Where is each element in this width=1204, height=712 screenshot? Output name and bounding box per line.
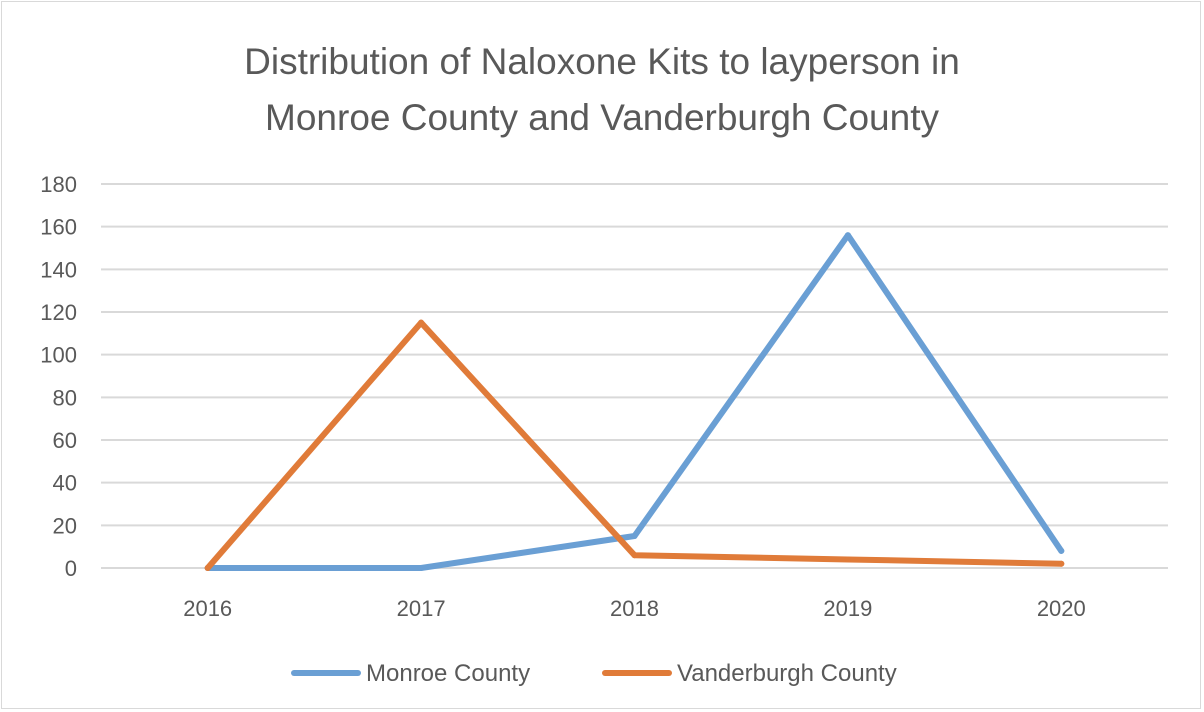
legend: Monroe County Vanderburgh County (291, 660, 897, 687)
x-tick-label: 2016 (183, 596, 232, 621)
series-lines (204, 232, 1065, 571)
legend-label: Vanderburgh County (677, 660, 897, 687)
data-point (631, 552, 638, 559)
y-tick-label: 40 (53, 471, 77, 496)
y-tick-label: 120 (40, 300, 77, 325)
x-axis-ticks: 2016 2017 2018 2019 2020 (183, 596, 1086, 621)
y-tick-label: 140 (40, 257, 77, 282)
y-tick-label: 160 (40, 215, 77, 240)
data-point (631, 533, 638, 539)
x-tick-label: 2017 (397, 596, 446, 621)
data-point (418, 565, 425, 571)
data-point (844, 232, 851, 239)
y-tick-label: 80 (53, 385, 77, 410)
y-tick-label: 100 (40, 343, 77, 368)
x-tick-label: 2019 (823, 596, 872, 621)
data-point (418, 319, 425, 326)
data-point (1058, 560, 1065, 567)
y-tick-label: 180 (40, 172, 77, 197)
x-tick-label: 2018 (610, 596, 659, 621)
y-tick-label: 20 (53, 513, 77, 538)
chart-title-line-1: Distribution of Naloxone Kits to laypers… (244, 41, 960, 82)
y-tick-label: 0 (65, 556, 77, 581)
x-tick-label: 2020 (1037, 596, 1086, 621)
chart-title-line-2: Monroe County and Vanderburgh County (265, 97, 939, 138)
data-point (844, 556, 851, 563)
y-axis-ticks: 0 20 40 60 80 100 120 140 160 180 (40, 172, 77, 581)
y-tick-label: 60 (53, 428, 77, 453)
data-point (204, 565, 211, 571)
legend-label: Monroe County (366, 660, 530, 687)
series-line-1 (204, 232, 1065, 571)
data-point (1058, 547, 1065, 554)
chart-title: Distribution of Naloxone Kits to laypers… (0, 34, 1204, 146)
